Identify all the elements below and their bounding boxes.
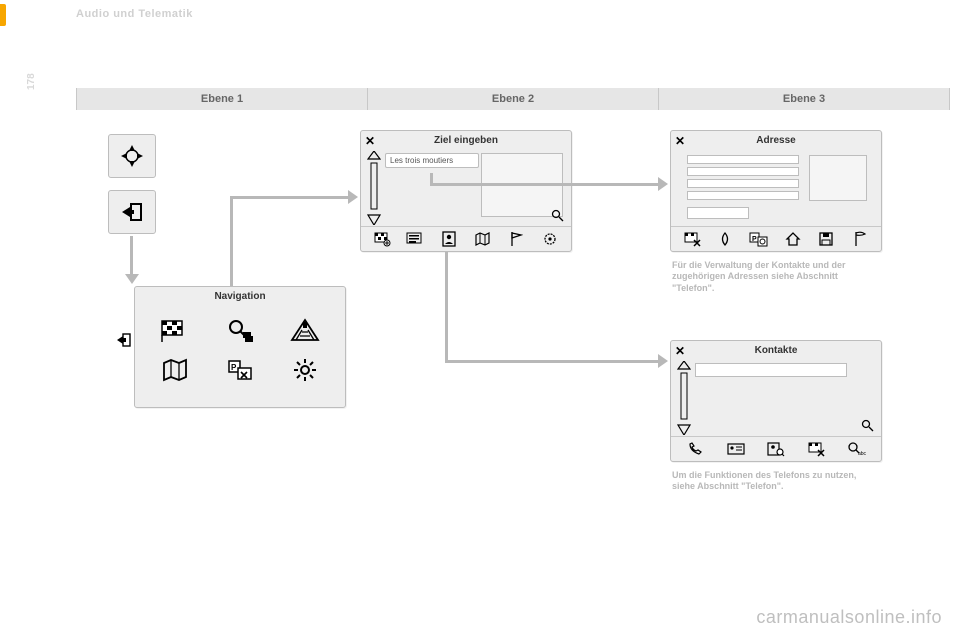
nav-poi-tools-icon[interactable]: P <box>208 350 273 389</box>
connector <box>230 196 233 286</box>
nav-search-icon[interactable] <box>208 311 273 350</box>
ziel-contact-icon[interactable] <box>436 227 462 251</box>
level-2-header: Ebene 2 <box>368 88 659 110</box>
ziel-gps-icon[interactable] <box>537 227 563 251</box>
ziel-title: Ziel eingeben <box>361 135 571 146</box>
connector <box>230 196 350 199</box>
kon-card-icon[interactable] <box>723 437 749 461</box>
watermark: carmanualsonline.info <box>756 607 942 628</box>
ziel-recent-icon[interactable] <box>402 227 428 251</box>
back-icon[interactable] <box>116 332 132 348</box>
kon-search-contact-icon[interactable] <box>763 437 789 461</box>
kon-dest-cancel-icon[interactable] <box>803 437 829 461</box>
ziel-address-icon[interactable] <box>369 227 395 251</box>
enter-arrow-button[interactable] <box>108 190 156 234</box>
nav-destination-icon[interactable] <box>143 311 208 350</box>
arrow-down <box>125 274 139 284</box>
enter-arrow-icon <box>118 198 146 226</box>
ziel-entry-1[interactable]: Les trois moutiers <box>385 153 479 168</box>
ziel-flag-icon[interactable] <box>503 227 529 251</box>
adr-fuel-icon[interactable] <box>712 227 738 251</box>
address-map-box <box>809 155 867 201</box>
arrow-right <box>658 177 668 191</box>
page-accent-tab <box>0 4 6 26</box>
adresse-note: Für die Verwaltung der Kontakte und der … <box>672 260 872 294</box>
ziel-map-icon[interactable] <box>470 227 496 251</box>
scroll-list-icon <box>677 361 691 435</box>
mic-icon[interactable] <box>551 209 565 223</box>
adr-save-icon[interactable] <box>813 227 839 251</box>
scroll-list-icon <box>367 151 381 225</box>
connector <box>130 236 133 276</box>
ziel-icon-row <box>361 226 571 251</box>
address-field-2[interactable] <box>687 167 799 176</box>
adr-cancel-icon[interactable] <box>679 227 705 251</box>
arrow-right <box>658 354 668 368</box>
address-field-3[interactable] <box>687 179 799 188</box>
adr-poi2-icon[interactable]: P <box>746 227 772 251</box>
svg-text:P: P <box>231 363 237 372</box>
address-field-1[interactable] <box>687 155 799 164</box>
page-number: 178 <box>26 73 37 90</box>
kontakte-title: Kontakte <box>671 345 881 356</box>
address-field-5[interactable] <box>687 207 749 219</box>
level-1-header: Ebene 1 <box>76 88 368 110</box>
connector <box>445 252 448 360</box>
nav-traffic-icon[interactable] <box>272 311 337 350</box>
adr-home-icon[interactable] <box>780 227 806 251</box>
kontakte-note: Um die Funktionen des Telefons zu nutzen… <box>672 470 872 493</box>
kon-abc-search-icon[interactable]: abc <box>844 437 870 461</box>
nav-settings-icon[interactable] <box>272 350 337 389</box>
ziel-panel: ✕ Ziel eingeben Les trois moutiers <box>360 130 572 252</box>
compass-icon <box>118 142 146 170</box>
svg-text:abc: abc <box>858 451 867 457</box>
level-3-header: Ebene 3 <box>659 88 950 110</box>
kon-call-icon[interactable] <box>682 437 708 461</box>
section-title: Audio und Telematik <box>76 8 193 20</box>
connector <box>445 360 660 363</box>
navigation-panel: Navigation P <box>134 286 346 408</box>
adr-flag-icon[interactable] <box>847 227 873 251</box>
kontakte-panel: ✕ Kontakte abc <box>670 340 882 462</box>
address-field-4[interactable] <box>687 191 799 200</box>
kontakte-entry[interactable] <box>695 363 847 377</box>
level-bar: Ebene 1 Ebene 2 Ebene 3 <box>76 88 950 110</box>
connector <box>430 183 660 186</box>
kontakte-icon-row: abc <box>671 436 881 461</box>
arrow-right <box>348 190 358 204</box>
adresse-icon-row: P <box>671 226 881 251</box>
nav-map-icon[interactable] <box>143 350 208 389</box>
svg-text:P: P <box>752 236 757 243</box>
compass-button[interactable] <box>108 134 156 178</box>
navigation-title: Navigation <box>135 291 345 302</box>
mic-icon[interactable] <box>861 419 875 433</box>
connector <box>430 173 433 183</box>
adresse-title: Adresse <box>671 135 881 146</box>
adresse-panel: ✕ Adresse P <box>670 130 882 252</box>
